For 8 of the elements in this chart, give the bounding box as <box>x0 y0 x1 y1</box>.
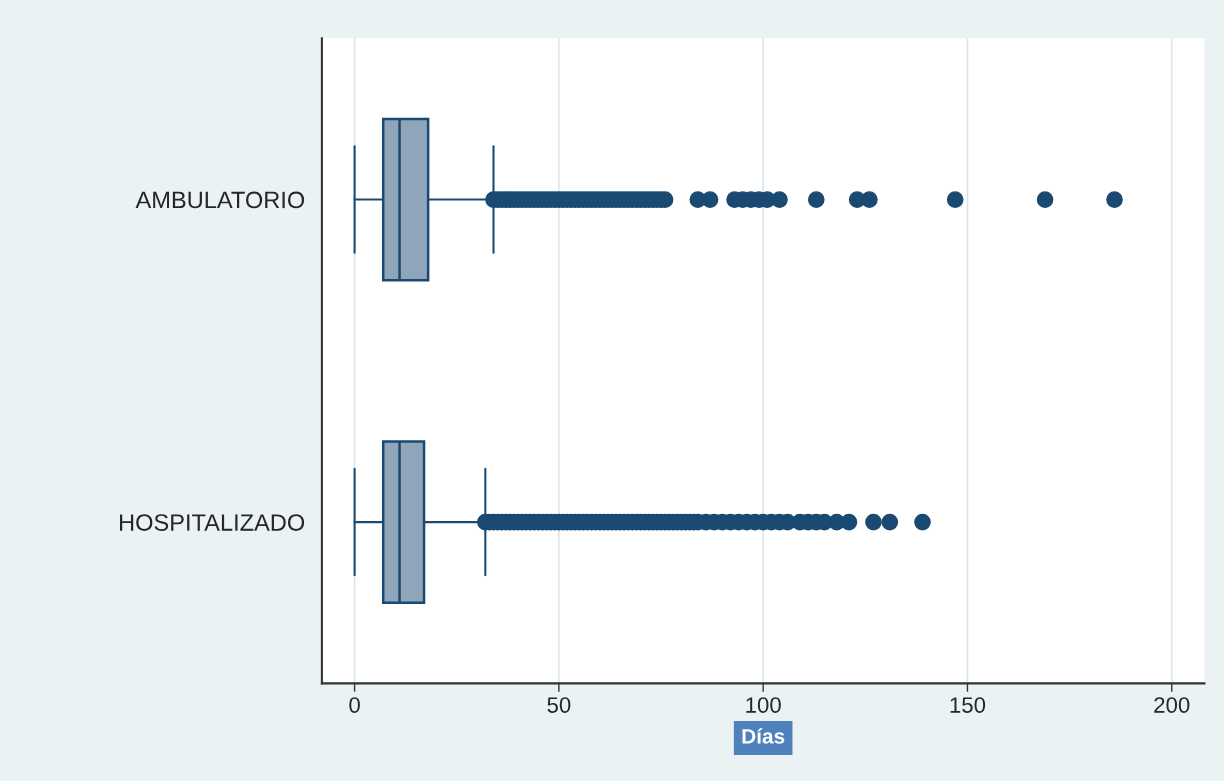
x-tick-label: 50 <box>547 697 571 713</box>
x-axis-title: Días <box>742 728 785 744</box>
x-tick-label: 200 <box>1154 697 1190 713</box>
y-tick-label: HOSPITALIZADO <box>120 514 305 531</box>
x-tick-label: 100 <box>746 697 781 713</box>
x-tick-label: 150 <box>950 697 986 713</box>
x-tick-label: 0 <box>349 697 360 713</box>
y-tick-label: AMBULATORIO <box>135 191 305 209</box>
